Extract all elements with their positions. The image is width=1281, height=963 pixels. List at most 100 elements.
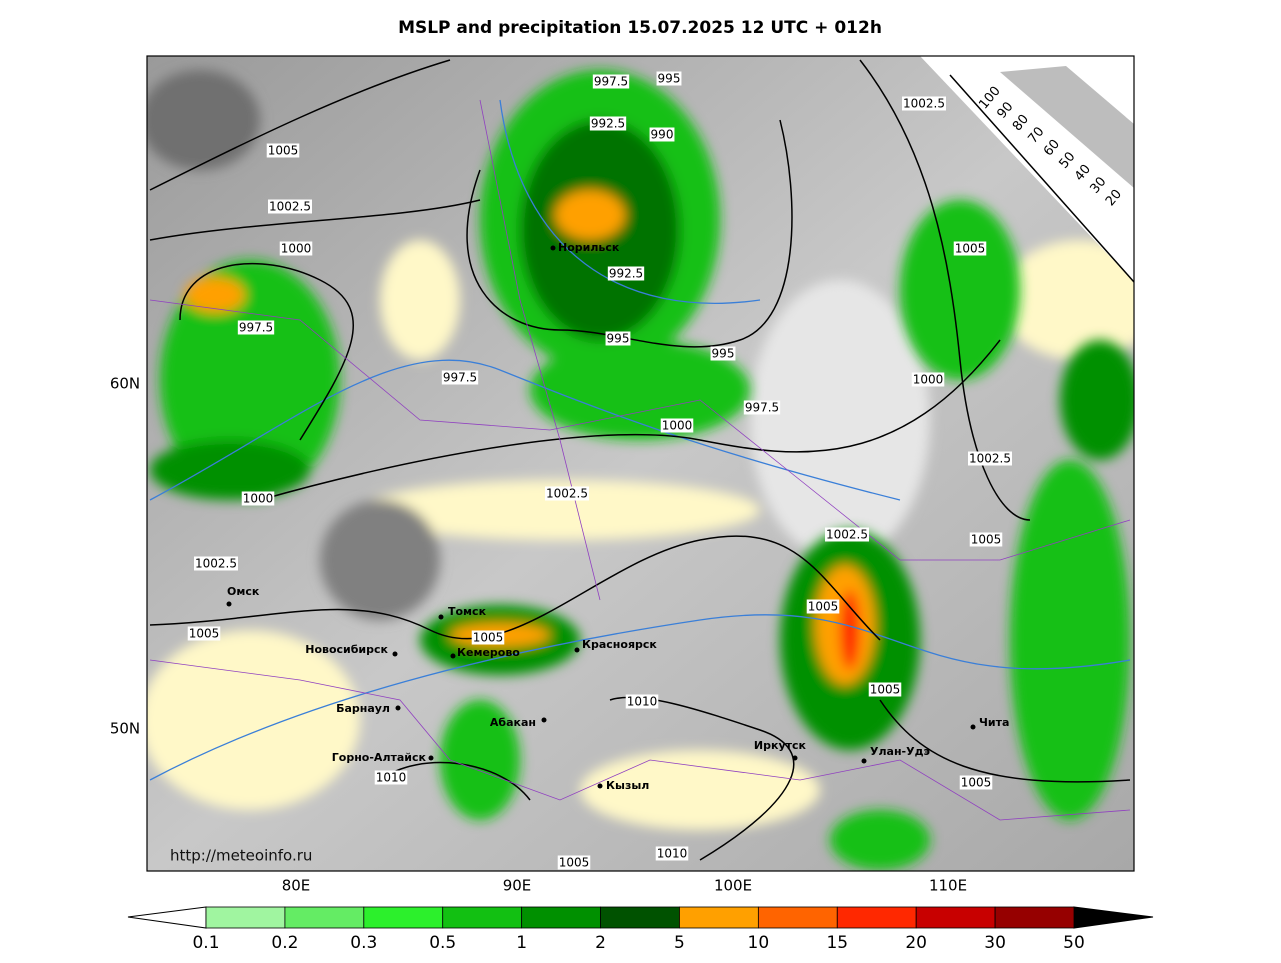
title: MSLP and precipitation 15.07.2025 12 UTC… xyxy=(398,18,882,38)
isobar-value: 1002.5 xyxy=(826,528,868,542)
isotherms xyxy=(149,99,1131,781)
isobar-value: 1002.5 xyxy=(903,97,945,111)
isobar-label-bg xyxy=(953,241,987,256)
isobar-label-bg xyxy=(660,418,694,433)
lon-label: 90E xyxy=(503,877,532,895)
city-dot xyxy=(597,783,603,789)
city-name: Норильск xyxy=(558,241,620,254)
cloud-legend xyxy=(920,56,1134,283)
isobar-label-bg xyxy=(902,96,946,111)
isobar-labels: 997.5 995 992.5 990 1002.5 1005 1002.5 1000 992.… xyxy=(187,71,1012,870)
isobar-value: 995 xyxy=(607,332,630,346)
isobar-label: 997.5 xyxy=(743,400,781,415)
isobar-label-bg xyxy=(266,143,300,158)
city-name: Томск xyxy=(448,605,487,618)
isobar-label-bg xyxy=(655,846,689,861)
city-dot xyxy=(226,601,232,607)
city-dot xyxy=(428,755,434,761)
isobar-label-bg xyxy=(656,71,682,86)
isobar-label: 992.5 xyxy=(589,116,627,131)
isobar-label: 1002.5 xyxy=(545,486,589,501)
colorbar-swatch xyxy=(600,906,680,929)
isobar-value: 997.5 xyxy=(239,321,273,335)
isobar-label: 1002.5 xyxy=(902,96,946,111)
colorbar-label: 0.5 xyxy=(429,933,456,953)
city-name: Кемерово xyxy=(457,646,520,659)
colorbar-swatch xyxy=(994,906,1075,929)
isobar-value: 1005 xyxy=(971,533,1002,547)
isobar-label: 995 xyxy=(656,71,682,86)
isobar-label: 1005 xyxy=(868,682,902,697)
isobar-label: 1010 xyxy=(655,846,689,861)
colorbar-swatch xyxy=(442,906,523,929)
isobar-label: 1000 xyxy=(911,372,945,387)
isobar-value: 1002.5 xyxy=(195,557,237,571)
colorbar-label: 0.3 xyxy=(350,933,377,953)
isobar-label-bg xyxy=(557,855,591,870)
isobar-value: 1000 xyxy=(662,419,693,433)
isobar-label: 1005 xyxy=(557,855,591,870)
isobar-value: 997.5 xyxy=(443,371,477,385)
colorbar: 0.1 0.2 0.3 0.5 1 2 5 10 15 20 30 50 xyxy=(127,906,1154,953)
isobar-label-bg xyxy=(969,532,1003,547)
isobar-label-bg xyxy=(471,630,505,645)
isobar-label: 1002.5 xyxy=(268,199,312,214)
isobar-label: 995 xyxy=(605,331,631,346)
isobar-label: 990 xyxy=(649,127,675,142)
isobar-value: 1010 xyxy=(376,771,407,785)
precipitation xyxy=(150,70,1134,870)
isobar-label-bg xyxy=(374,770,408,785)
isobar-label-bg xyxy=(625,694,659,709)
isobars xyxy=(149,59,1131,861)
isobar-value: 995 xyxy=(712,347,735,361)
city-dot xyxy=(861,758,867,764)
isobar-value: 1005 xyxy=(189,627,220,641)
source-url: http://meteoinfo.ru xyxy=(170,847,312,865)
isobar-label: 1005 xyxy=(266,143,300,158)
lon-label: 110E xyxy=(929,877,967,895)
isobar-label: 1005 xyxy=(959,775,993,790)
city-dot xyxy=(438,614,444,620)
lat-label: 50N xyxy=(110,720,140,738)
city-dot xyxy=(970,724,976,730)
isobar-label: 1002.5 xyxy=(825,527,869,542)
lat-label: 60N xyxy=(110,375,140,393)
isobar-label-bg xyxy=(545,486,589,501)
colorbar-swatch xyxy=(915,906,996,929)
isobar-label: 1000 xyxy=(241,491,275,506)
isobar-label: 1000 xyxy=(660,418,694,433)
isobar-label-bg xyxy=(592,74,630,89)
cities: Норильск Омск Томск Новосибирск Кемерово Крас… xyxy=(226,241,1009,792)
isobar-label: 1000 xyxy=(279,241,313,256)
isobar-label-bg xyxy=(911,372,945,387)
city-name: Горно-Алтайск xyxy=(332,751,427,764)
colorbar-high-arrow xyxy=(1073,906,1154,929)
lon-label: 100E xyxy=(714,877,752,895)
borders xyxy=(149,99,1131,821)
isobar-label-bg xyxy=(743,400,781,415)
city-name: Омск xyxy=(227,585,260,598)
isobar-label: 997.5 xyxy=(237,320,275,335)
isobar-label-bg xyxy=(241,491,275,506)
isobar-label: 1005 xyxy=(187,626,221,641)
cloud-shading xyxy=(147,70,1134,830)
isobar-label: 1010 xyxy=(374,770,408,785)
colorbar-swatch xyxy=(205,906,286,929)
isobar-label: 997.5 xyxy=(592,74,630,89)
city-dot xyxy=(550,245,556,251)
colorbar-label: 1 xyxy=(516,933,527,953)
isobar-label: 1005 xyxy=(806,599,840,614)
colorbar-swatch xyxy=(836,906,917,929)
city-dot xyxy=(574,647,580,653)
isobar-value: 1005 xyxy=(870,683,901,697)
isobar-label: 1005 xyxy=(471,630,505,645)
isobar-value: 995 xyxy=(658,72,681,86)
colorbar-swatch xyxy=(757,906,838,929)
colorbar-low-arrow xyxy=(127,906,207,929)
isobar-value: 1000 xyxy=(913,373,944,387)
city-dot xyxy=(541,717,547,723)
colorbar-label: 10 xyxy=(748,933,770,953)
isobar-label: 1010 xyxy=(625,694,659,709)
isobar-label-bg xyxy=(959,775,993,790)
